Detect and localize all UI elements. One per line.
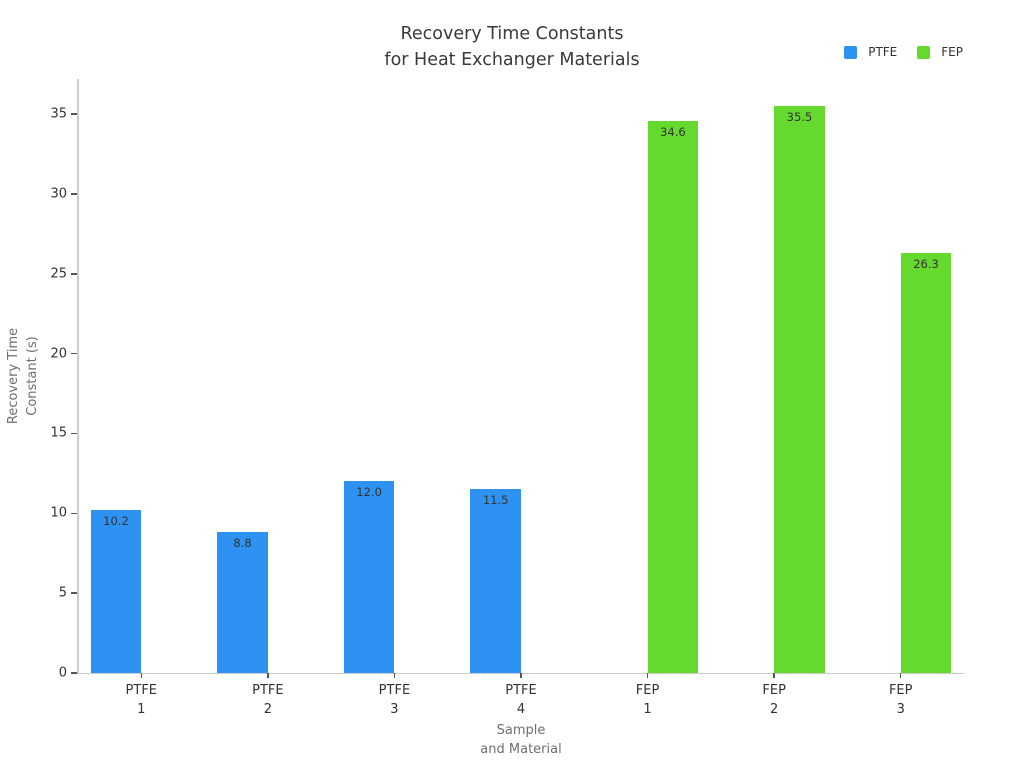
legend-swatch-icon xyxy=(844,45,858,59)
x-tick-mark xyxy=(646,673,649,678)
x-tick-label: PTFE 1 xyxy=(125,683,158,717)
y-tick-mark xyxy=(71,512,77,515)
legend-item-fep: FEP xyxy=(917,45,963,59)
bar-value-label: 26.3 xyxy=(913,257,939,272)
y-tick-label: 0 xyxy=(58,665,67,681)
legend-label: PTFE xyxy=(868,45,898,59)
bar-fep-2: 35.5 xyxy=(774,106,825,673)
bar-ptfe-4: 11.5 xyxy=(470,489,521,673)
legend: PTFE FEP xyxy=(844,45,963,59)
x-tick-mark xyxy=(393,673,396,678)
legend-label: FEP xyxy=(941,45,963,59)
bar-fep-1: 34.6 xyxy=(647,120,699,673)
bar-ptfe-1: 10.2 xyxy=(90,510,142,673)
bar-value-label: 8.8 xyxy=(233,536,252,551)
y-axis-title: Recovery Time Constant (s) xyxy=(6,327,40,425)
bar-fep-3: 26.3 xyxy=(900,253,952,673)
x-tick-label: PTFE 3 xyxy=(378,683,411,717)
x-tick-mark xyxy=(773,673,775,678)
bar-value-label: 34.6 xyxy=(660,124,686,139)
x-axis-title: Sample and Material xyxy=(480,723,562,757)
y-tick-label: 25 xyxy=(50,266,67,282)
plot-area: 0 5 10 15 20 25 30 35 PTFE 1 10.2 PTFE 2 8.8 PTFE 3 1… xyxy=(50,79,964,717)
y-tick-label: 35 xyxy=(50,106,67,122)
chart-title: Recovery Time Constants for Heat Exchang… xyxy=(384,24,640,71)
y-tick-label: 15 xyxy=(50,425,67,441)
y-tick-label: 10 xyxy=(50,505,67,521)
y-tick-mark xyxy=(71,113,77,115)
y-tick-mark xyxy=(71,432,77,435)
y-tick-label: 20 xyxy=(50,346,67,362)
bar-value-label: 11.5 xyxy=(482,493,509,508)
x-tick-label: FEP 2 xyxy=(762,683,786,717)
y-tick-mark xyxy=(71,352,77,355)
y-tick-label: 5 xyxy=(58,585,67,601)
y-tick-label: 30 xyxy=(50,186,67,202)
bar-ptfe-3: 12.0 xyxy=(343,481,395,673)
y-axis-line xyxy=(77,79,79,673)
x-tick-label: PTFE 2 xyxy=(252,683,284,717)
bar-value-label: 12.0 xyxy=(356,485,382,500)
x-tick-label: FEP 3 xyxy=(888,683,913,717)
x-tick-label: FEP 1 xyxy=(635,683,660,717)
x-tick-mark xyxy=(899,673,902,678)
x-tick-mark xyxy=(520,673,522,678)
y-tick-mark xyxy=(71,273,77,275)
legend-item-ptfe: PTFE xyxy=(844,45,897,59)
bar-ptfe-2: 8.8 xyxy=(217,532,268,673)
legend-swatch-icon xyxy=(917,45,931,59)
bar-value-label: 10.2 xyxy=(103,514,129,529)
x-tick-label: PTFE 4 xyxy=(505,683,537,717)
y-tick-mark xyxy=(71,193,77,195)
y-tick-mark xyxy=(71,592,77,594)
x-tick-mark xyxy=(267,673,269,678)
y-tick-mark xyxy=(71,672,77,674)
bar-value-label: 35.5 xyxy=(786,110,813,125)
x-tick-mark xyxy=(140,673,143,678)
